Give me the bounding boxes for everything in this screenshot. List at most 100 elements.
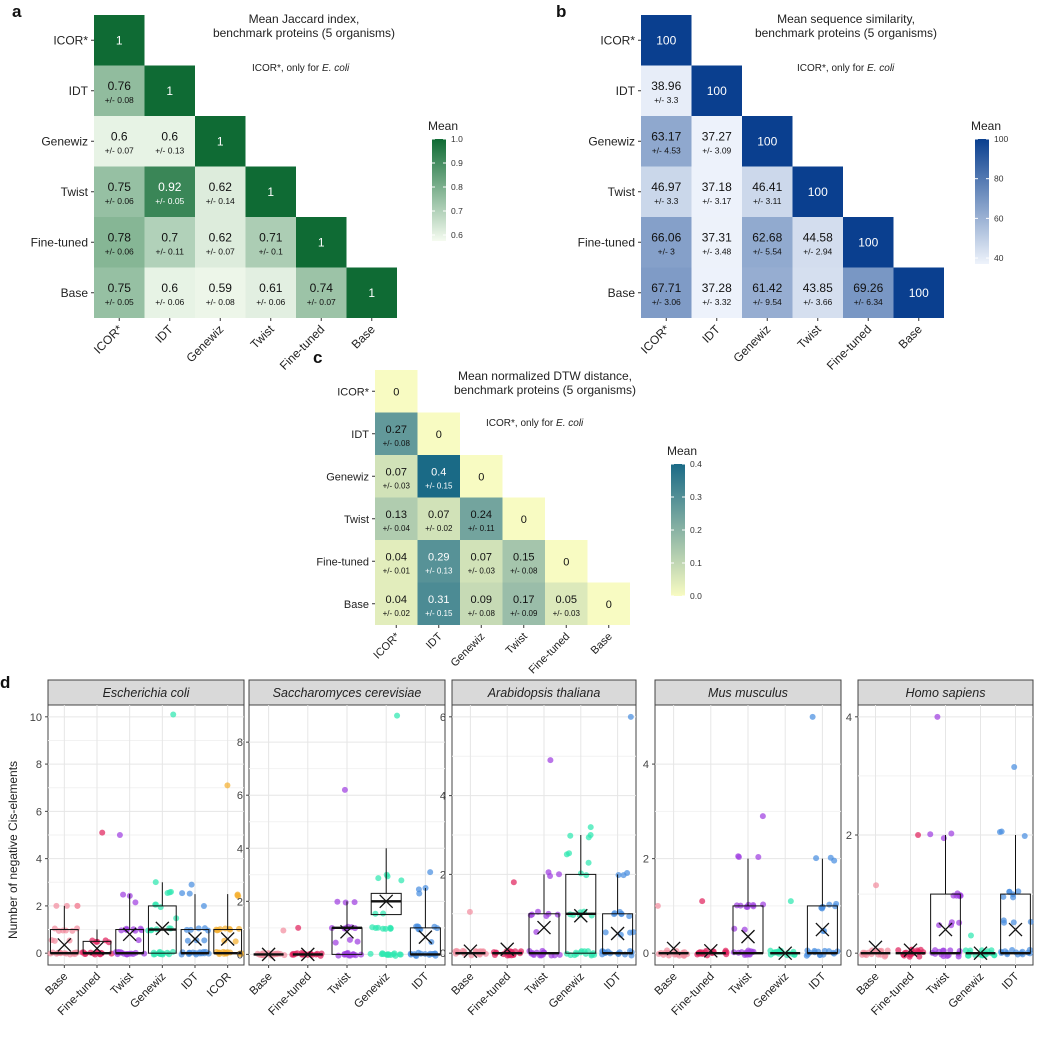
legend-tick-label: 80 bbox=[994, 174, 1004, 184]
heatmap-cell bbox=[144, 116, 195, 167]
legend-tick-label: 0.6 bbox=[451, 230, 463, 240]
data-point bbox=[620, 872, 627, 879]
data-point bbox=[118, 927, 125, 934]
data-point bbox=[372, 910, 379, 917]
data-point bbox=[295, 924, 302, 931]
cell-mean: 0.27 bbox=[386, 424, 407, 436]
cell-mean: 0 bbox=[393, 386, 399, 398]
cell-mean: 0.07 bbox=[471, 551, 492, 563]
data-point bbox=[881, 953, 888, 960]
cell-sd: +/- 0.13 bbox=[425, 566, 453, 575]
mean-marker bbox=[973, 946, 988, 961]
data-point bbox=[617, 931, 624, 938]
note-organism: E. coli bbox=[322, 63, 350, 74]
cell-mean: 46.41 bbox=[752, 180, 782, 194]
heatmap-cell bbox=[94, 15, 145, 66]
heatmap-panel-b: b Mean sequence similarity,benchmark prot… bbox=[556, 2, 1008, 373]
heatmap-cell bbox=[195, 116, 246, 167]
heatmap-cell bbox=[792, 267, 843, 318]
mean-marker bbox=[188, 932, 202, 946]
cell-sd: +/- 0.04 bbox=[383, 524, 411, 533]
data-point bbox=[152, 901, 159, 908]
data-point bbox=[232, 938, 239, 945]
heatmap-cell bbox=[460, 540, 503, 583]
legend-colorbar bbox=[975, 139, 989, 264]
data-point bbox=[186, 890, 193, 897]
cell-mean: 0.07 bbox=[386, 466, 407, 478]
data-point bbox=[428, 939, 435, 946]
cell-mean: 0.7 bbox=[161, 230, 178, 244]
col-label: ICOR* bbox=[371, 630, 402, 661]
mean-marker bbox=[537, 920, 551, 935]
mean-marker bbox=[57, 937, 72, 952]
data-point bbox=[63, 902, 70, 909]
row-label: IDT bbox=[616, 84, 636, 98]
data-point bbox=[415, 886, 422, 893]
row-label: Fine-tuned bbox=[31, 235, 88, 249]
cell-sd: +/- 4.53 bbox=[652, 145, 681, 155]
legend-title: Mean bbox=[428, 119, 458, 133]
panel-label-b: b bbox=[556, 2, 566, 21]
x-tick-label: Genewiz bbox=[946, 970, 986, 1010]
cell-mean: 100 bbox=[808, 185, 828, 199]
heatmap-cell bbox=[144, 217, 195, 268]
y-tick-label: 8 bbox=[36, 759, 42, 771]
cell-mean: 1 bbox=[368, 286, 375, 300]
row-label: Base bbox=[608, 286, 636, 300]
data-point bbox=[533, 929, 540, 936]
heatmap-cell bbox=[792, 217, 843, 268]
data-point bbox=[280, 927, 287, 934]
data-point bbox=[99, 829, 106, 836]
mean-marker bbox=[703, 943, 718, 958]
cell-mean: 0 bbox=[436, 429, 442, 441]
cell-mean: 69.26 bbox=[853, 281, 883, 295]
facet-strip bbox=[654, 679, 842, 706]
cell-mean: 0.75 bbox=[108, 180, 132, 194]
facet-strip bbox=[47, 679, 245, 706]
cell-mean: 100 bbox=[656, 33, 676, 47]
facet-title: Homo sapiens bbox=[906, 686, 986, 700]
cell-mean: 37.27 bbox=[702, 129, 732, 143]
x-tick-label: Base bbox=[855, 971, 882, 998]
data-point bbox=[200, 903, 207, 910]
data-point bbox=[759, 813, 766, 820]
cell-mean: 0.76 bbox=[108, 79, 132, 93]
data-point bbox=[383, 951, 390, 958]
data-point bbox=[547, 757, 554, 764]
row-label: IDT bbox=[351, 429, 369, 441]
data-point bbox=[93, 938, 100, 945]
cell-sd: +/- 0.11 bbox=[156, 246, 185, 256]
cell-sd: +/- 3.06 bbox=[652, 297, 681, 307]
x-tick-label: Twist bbox=[925, 970, 953, 998]
x-tick-label: Base bbox=[653, 971, 680, 998]
mean-marker bbox=[938, 922, 953, 937]
heatmap-title-line: Mean normalized DTW distance, bbox=[458, 369, 632, 383]
heatmap-title-line: Mean sequence similarity, bbox=[777, 12, 915, 26]
cell-mean: 0 bbox=[521, 514, 527, 526]
data-point bbox=[626, 913, 633, 920]
data-point bbox=[813, 855, 820, 862]
cell-mean: 37.31 bbox=[702, 230, 732, 244]
facet-title: Mus musculus bbox=[708, 686, 788, 700]
data-point bbox=[583, 872, 590, 879]
heatmap-cell bbox=[742, 166, 793, 217]
cell-mean: 67.71 bbox=[651, 281, 681, 295]
y-tick-label: 0 bbox=[237, 949, 243, 961]
cell-mean: 44.58 bbox=[803, 230, 833, 244]
col-label: IDT bbox=[699, 322, 723, 346]
cell-sd: +/- 3 bbox=[658, 246, 676, 256]
cell-mean: 61.42 bbox=[752, 281, 782, 295]
cell-mean: 0.61 bbox=[259, 281, 283, 295]
data-point bbox=[341, 786, 348, 793]
x-tick-label: IDT bbox=[410, 971, 432, 993]
cell-mean: 0.75 bbox=[108, 281, 132, 295]
mean-marker bbox=[261, 947, 276, 962]
cell-mean: 1 bbox=[267, 185, 274, 199]
data-point bbox=[387, 925, 394, 932]
heatmap-cell bbox=[94, 116, 145, 167]
heatmap-cell bbox=[417, 540, 460, 583]
y-tick-label: 2 bbox=[440, 869, 446, 881]
data-point bbox=[510, 879, 517, 886]
cell-mean: 0.62 bbox=[209, 180, 233, 194]
x-tick-label: Genewiz bbox=[352, 970, 392, 1010]
